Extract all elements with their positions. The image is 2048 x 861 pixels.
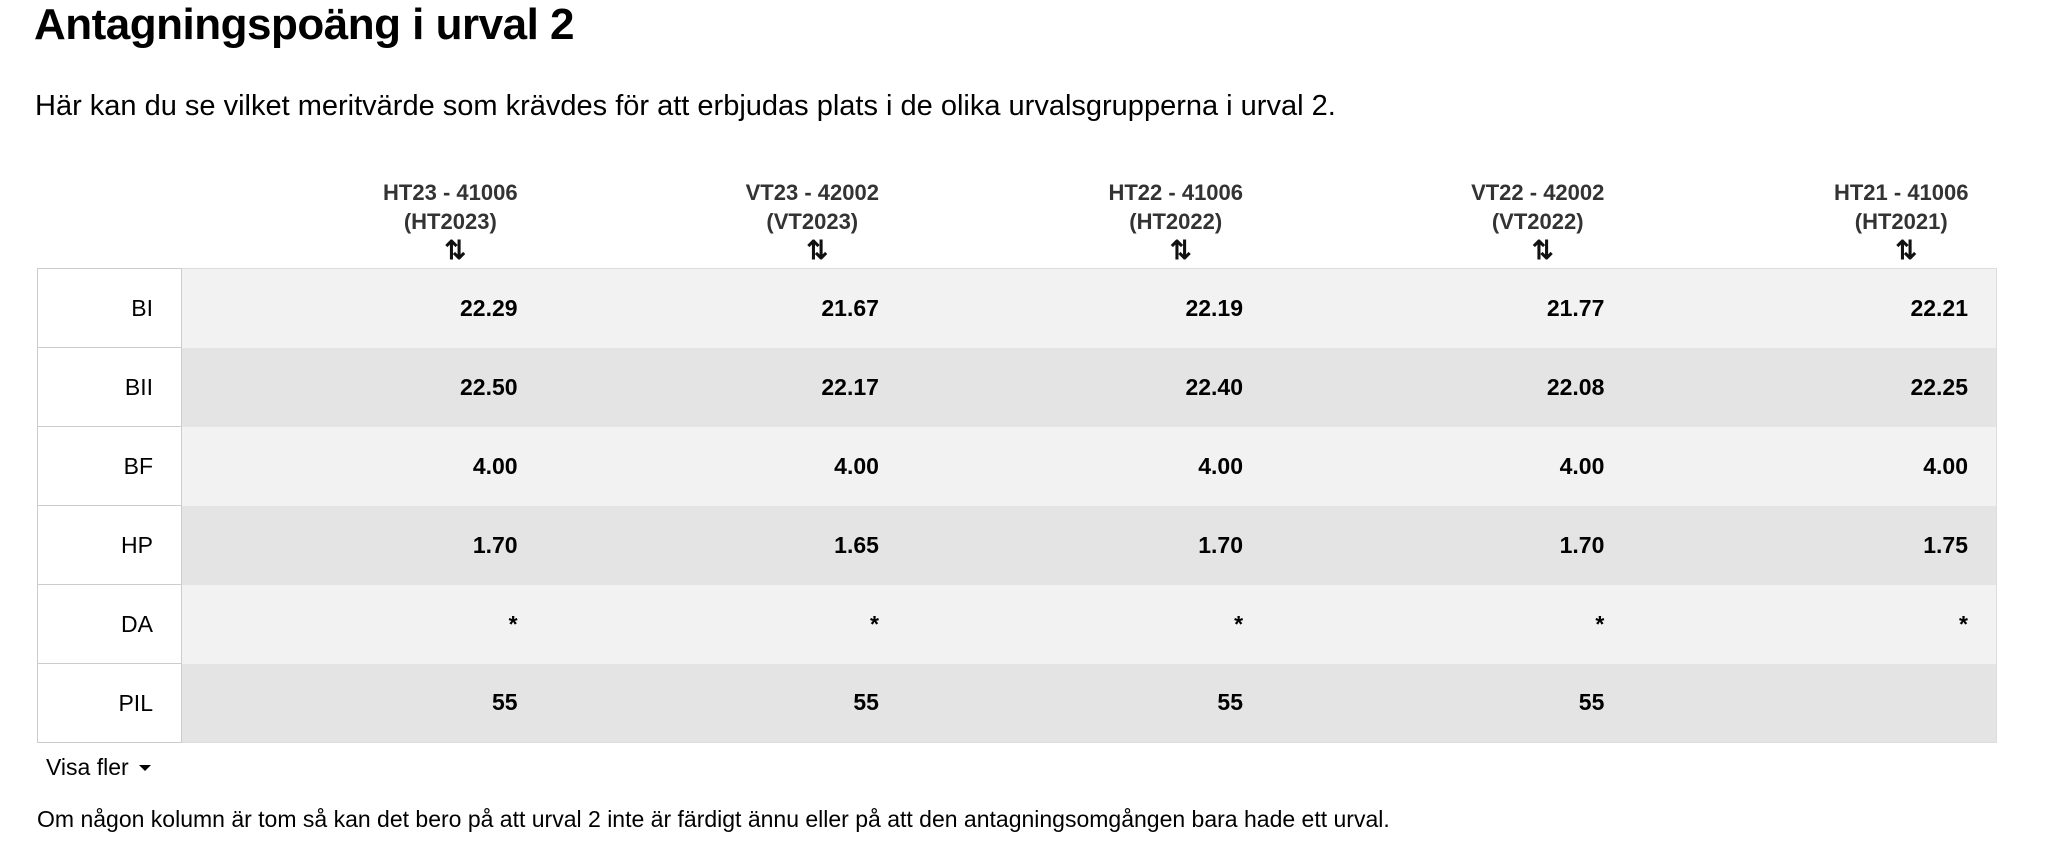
row-label: BI bbox=[37, 268, 182, 348]
column-code: VT22 - 42002 bbox=[1471, 180, 1605, 205]
value-cell: 22.25 bbox=[1632, 347, 1997, 427]
value-cell: 4.00 bbox=[1632, 426, 1997, 506]
table-row: PIL 55 55 55 55 bbox=[37, 663, 1997, 743]
value-cell: * bbox=[545, 584, 907, 664]
value-cell: 1.70 bbox=[181, 505, 546, 585]
value-cell: 22.21 bbox=[1632, 268, 1997, 348]
header-label[interactable]: HT22 - 41006 (HT2022) bbox=[1108, 178, 1243, 268]
header-label[interactable]: HT21 - 41006 (HT2021) bbox=[1834, 178, 1969, 268]
value-cell: 55 bbox=[906, 663, 1272, 743]
value-cell: 4.00 bbox=[545, 426, 907, 506]
column-term: (HT2023) bbox=[403, 209, 497, 234]
row-label: DA bbox=[37, 584, 182, 664]
column-term: (HT2022) bbox=[1129, 209, 1223, 234]
value-cell: 55 bbox=[545, 663, 907, 743]
value-cell: 22.17 bbox=[545, 347, 907, 427]
value-cell: * bbox=[1632, 584, 1997, 664]
table-row: BII 22.50 22.17 22.40 22.08 22.25 bbox=[37, 347, 1997, 427]
value-cell: 21.77 bbox=[1271, 268, 1633, 348]
column-code: HT21 - 41006 bbox=[1833, 180, 1969, 205]
admission-table: HT23 - 41006 (HT2023) VT23 - 42002 (VT2023)… bbox=[37, 178, 1997, 743]
value-cell: 4.00 bbox=[906, 426, 1272, 506]
column-header[interactable]: HT23 - 41006 (HT2023) bbox=[182, 178, 546, 269]
column-term: (VT2022) bbox=[1491, 209, 1584, 234]
column-term: (HT2021) bbox=[1854, 209, 1948, 234]
table-row: BF 4.00 4.00 4.00 4.00 4.00 bbox=[37, 426, 1997, 506]
value-cell: 22.29 bbox=[181, 268, 546, 348]
column-code: VT23 - 42002 bbox=[745, 180, 879, 205]
header-label[interactable]: HT23 - 41006 (HT2023) bbox=[383, 178, 518, 268]
value-cell: 4.00 bbox=[1271, 426, 1633, 506]
value-cell: * bbox=[1271, 584, 1633, 664]
header-label[interactable]: VT23 - 42002 (VT2023) bbox=[746, 178, 879, 268]
value-cell: 1.70 bbox=[906, 505, 1272, 585]
value-cell: 55 bbox=[1271, 663, 1633, 743]
value-cell: * bbox=[906, 584, 1272, 664]
row-label: BF bbox=[37, 426, 182, 506]
value-cell: 4.00 bbox=[181, 426, 546, 506]
corner-cell bbox=[38, 178, 182, 269]
value-cell: 55 bbox=[181, 663, 546, 743]
show-more[interactable]: Visa fler bbox=[46, 754, 151, 781]
value-cell bbox=[1632, 663, 1997, 743]
column-header[interactable]: VT22 - 42002 (VT2022) bbox=[1271, 178, 1632, 269]
value-cell: 21.67 bbox=[545, 268, 907, 348]
column-header[interactable]: HT22 - 41006 (HT2022) bbox=[907, 178, 1271, 269]
column-term: (VT2023) bbox=[766, 209, 859, 234]
row-label: PIL bbox=[37, 663, 182, 743]
value-cell: 1.70 bbox=[1271, 505, 1633, 585]
title: Antagningspoäng i urval 2 bbox=[34, 0, 575, 49]
row-label: HP bbox=[37, 505, 182, 585]
table-row: DA * * * * * bbox=[37, 584, 1997, 664]
value-cell: 1.75 bbox=[1632, 505, 1997, 585]
column-header[interactable]: HT21 - 41006 (HT2021) bbox=[1632, 178, 1996, 269]
table-row: HP 1.70 1.65 1.70 1.70 1.75 bbox=[37, 505, 1997, 585]
column-code: HT22 - 41006 bbox=[1108, 180, 1244, 205]
table-row: BI 22.29 21.67 22.19 21.77 22.21 bbox=[37, 268, 1997, 348]
table-body: BI 22.29 21.67 22.19 21.77 22.21 BII 22.50 22.17… bbox=[37, 268, 1997, 743]
column-header[interactable]: VT23 - 42002 (VT2023) bbox=[546, 178, 907, 269]
column-code: HT23 - 41006 bbox=[383, 180, 518, 205]
value-cell: 22.50 bbox=[181, 347, 546, 427]
footnote: Om någon kolumn är tom så kan det bero p… bbox=[37, 806, 1390, 832]
value-cell: 1.65 bbox=[545, 505, 907, 585]
header-row: HT23 - 41006 (HT2023) VT23 - 42002 (VT2023)… bbox=[38, 178, 1997, 269]
value-cell: 22.08 bbox=[1271, 347, 1633, 427]
intro: Här kan du se vilket meritvärde som kräv… bbox=[35, 90, 1336, 122]
value-cell: 22.40 bbox=[906, 347, 1272, 427]
value-cell: * bbox=[181, 584, 546, 664]
value-cell: 22.19 bbox=[906, 268, 1272, 348]
header-label[interactable]: VT22 - 42002 (VT2022) bbox=[1471, 178, 1604, 268]
row-label: BII bbox=[37, 347, 182, 427]
